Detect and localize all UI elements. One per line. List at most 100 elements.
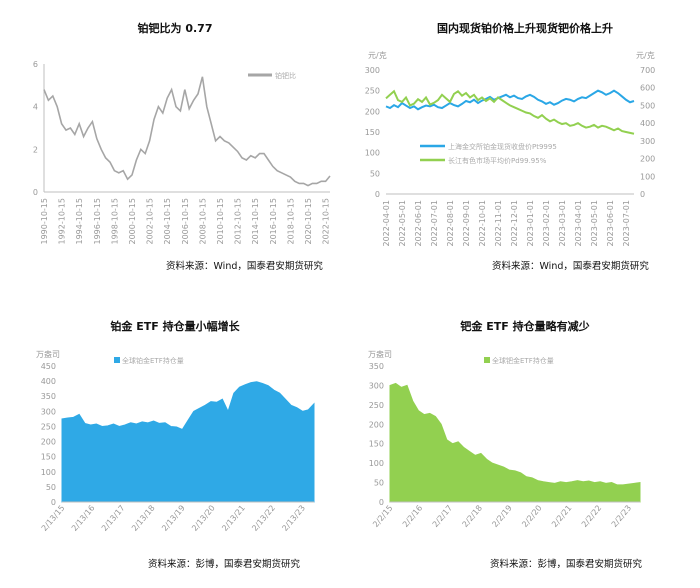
y-tick-label: 250 [369,401,384,410]
y-tick-label: 450 [41,362,56,371]
legend-swatch [114,357,120,363]
chart-panel-pd-etf: 钯金 ETF 持仓量略有减少 万盎司 0 50 100 150 200 250 300 350 2… [350,294,700,588]
x-tick-label: 2012-10-15 [234,198,243,245]
x-tick-label: 2020-10-15 [304,198,313,245]
x-tick-label: 2023-06-01 [606,200,615,247]
x-tick-label: 2018-10-15 [286,198,295,245]
x-tick-label: 2/2/15 [371,504,394,530]
x-tick-label: 2000-10-15 [128,198,137,245]
y-tick-label-left: 200 [365,107,380,116]
y-tick-label: 150 [369,440,384,449]
x-tick-label: 2/13/15 [40,504,67,533]
y-tick-label: 100 [41,468,56,477]
y-tick-label: 0 [51,498,56,507]
x-tick-label: 1990-10-15 [40,198,49,245]
y-tick-label: 50 [46,483,56,492]
y-tick-label: 100 [369,459,384,468]
x-tick-label: 2023-03-01 [558,200,567,247]
pt-pd-ratio-chart: 0 2 4 6 1990-10-15 1992-10-15 1994-10-15 1996-1… [33,60,331,245]
y-tick-label-right: 500 [640,101,655,110]
series-line-ratio [43,76,331,187]
x-tick-label: 2/2/23 [610,504,633,530]
legend-label: 长江有色市场平均价Pd99.95% [448,156,547,165]
spot-price-chart: 元/克 元/克 0 50 100 150 200 250 300 0 100 200 300 400 500… [365,51,656,247]
legend-label: 铂钯比 [275,71,296,80]
chart-source: 资料来源：彭博，国泰君安期货研究 [490,559,643,570]
y-tick-label: 300 [369,381,384,390]
y-tick-label-left: 50 [370,169,380,178]
x-tick-label: 2006-10-15 [181,198,190,245]
y-tick-label-left: 150 [365,128,380,137]
x-tick-label: 2/13/20 [190,504,217,533]
x-tick-label: 2023-07-01 [622,200,631,247]
y-tick-label: 150 [41,453,56,462]
y-tick-label: 4 [33,103,38,112]
y-tick-label-right: 0 [640,190,645,199]
y-axis-unit: 万盎司 [368,349,392,359]
y-tick-label: 200 [41,438,56,447]
y-tick-label: 250 [41,422,56,431]
legend-label: 全球钯金ETF持仓量 [492,356,554,365]
y-tick-label: 300 [41,407,56,416]
legend-label: 上海金交所铂金现货收盘价Pt9995 [448,142,557,151]
y-axis-unit-right: 元/克 [636,51,655,60]
y-tick-label-right: 700 [640,66,655,75]
y-tick-label: 400 [41,377,56,386]
x-tick-label: 2022-08-01 [446,200,455,247]
y-tick-label: 50 [374,479,384,488]
x-tick-label: 2/2/22 [580,504,603,530]
y-tick-label: 6 [33,60,38,69]
y-tick-label-left: 250 [365,87,380,96]
chart-title: 铂金 ETF 持仓量小幅增长 [110,320,240,333]
x-tick-label: 2/2/20 [520,504,543,530]
x-tick-label: 2022-10-01 [478,200,487,247]
x-tick-label: 1992-10-15 [58,198,67,245]
x-tick-label: 2022-05-01 [398,200,407,247]
chart-title: 国内现货铂价格上升现货钯价格上升 [437,22,613,35]
x-tick-label: 1998-10-15 [110,198,119,245]
series-area [389,382,641,503]
legend-label: 全球铂金ETF持仓量 [122,356,184,365]
x-tick-label: 2/13/17 [100,504,127,533]
y-tick-label-right: 100 [640,172,655,181]
chart-panel-pt-etf: 铂金 ETF 持仓量小幅增长 万盎司 0 50 100 150 200 250 300 350 4… [0,294,350,588]
y-tick-label: 2 [33,145,38,154]
x-tick-label: 2022-11-01 [494,200,503,247]
y-tick-label-left: 100 [365,149,380,158]
y-tick-label-left: 300 [365,66,380,75]
x-tick-label: 2/13/16 [70,504,97,533]
x-tick-label: 2008-10-15 [198,198,207,245]
y-axis-unit: 万盎司 [36,349,60,359]
x-tick-label: 2022-04-01 [382,200,391,247]
series-line-pt [385,89,635,111]
x-tick-label: 2/2/16 [401,504,424,530]
y-tick-label-right: 200 [640,155,655,164]
x-tick-label: 2023-01-01 [526,200,535,247]
y-tick-label: 0 [379,498,384,507]
y-tick-label-right: 300 [640,137,655,146]
series-line-pd [385,89,635,135]
y-tick-label: 200 [369,420,384,429]
x-tick-label: 2022-10-15 [322,198,331,245]
x-tick-label: 2/13/23 [280,504,307,533]
x-tick-label: 2/13/21 [220,504,247,533]
x-tick-label: 2004-10-15 [163,198,172,245]
series-area [61,381,315,503]
x-tick-label: 2/2/18 [461,504,484,530]
x-tick-label: 2022-06-01 [414,200,423,247]
x-tick-label: 2/13/18 [130,504,157,533]
x-tick-label: 2023-04-01 [574,200,583,247]
chart-source: 资料来源：彭博，国泰君安期货研究 [148,559,301,570]
chart-panel-pt-pd-ratio: 铂钯比为 0.77 0 2 4 6 1990-10-15 1992-10-15 1994-1… [0,0,350,294]
y-tick-label-right: 400 [640,119,655,128]
x-tick-label: 2022-12-01 [510,200,519,247]
x-tick-label: 2002-10-15 [146,198,155,245]
x-tick-label: 2/13/22 [250,504,277,533]
x-tick-label: 2010-10-15 [216,198,225,245]
y-tick-label: 350 [41,392,56,401]
y-tick-label-left: 0 [375,190,380,199]
x-tick-label: 2022-09-01 [462,200,471,247]
x-tick-label: 2/2/17 [431,504,454,530]
chart-source: 资料来源：Wind，国泰君安期货研究 [492,261,649,272]
